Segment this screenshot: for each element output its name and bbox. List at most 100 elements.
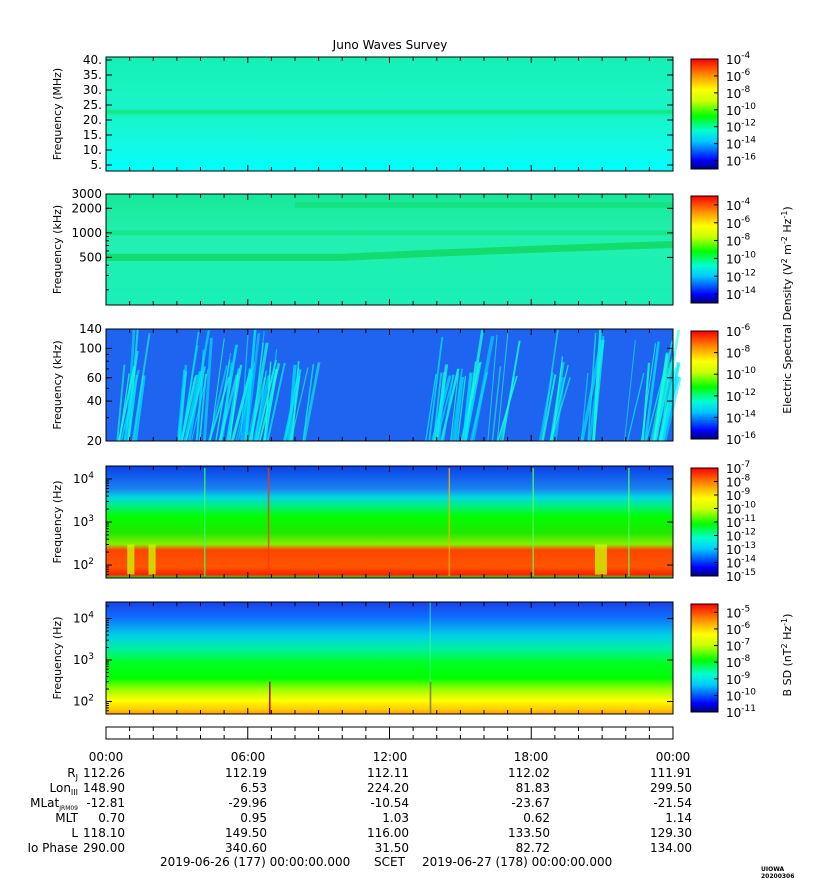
y-tick-label: 10. [83,143,102,157]
emission-burst [133,375,146,441]
colorbar-label-electric: Electric Spectral Density (V2 m-2 Hz-1) [780,206,795,413]
y-tick-label: 104 [73,471,94,486]
ephemeris-value: 112.02 [508,766,550,780]
emission-burst [624,340,636,441]
ephemeris-label-3: MLT [55,811,78,825]
ephemeris-value: 112.19 [225,766,267,780]
y-tick-label: 5. [91,158,102,172]
emission-burst [198,374,207,441]
colorbar-tick-label: 10-8 [726,233,751,249]
colorbar-tick-label: 10-10 [726,102,756,118]
ephemeris-value: -23.67 [511,796,550,810]
colorbar [690,467,719,577]
y-tick-label: 140 [79,322,102,336]
emission-burst [209,338,225,441]
y-tick-label: 104 [73,611,94,626]
emission-burst [432,372,443,441]
emission-burst [218,374,239,441]
scet-end: 2019-06-27 (178) 00:00:00.000 [422,855,613,869]
y-tick-label: 30. [83,83,102,97]
emission-burst [450,373,459,441]
ephemeris-value: 82.72 [515,841,550,855]
ephemeris-value: 0.70 [98,811,125,825]
ephemeris-value: 118.10 [83,826,125,840]
emission-burst [258,362,280,441]
impulse-line [267,468,270,576]
ephemeris-value: 6.53 [240,781,267,795]
figure-title: Juno Waves Survey [332,38,448,52]
y-tick-label: 15. [83,128,102,142]
ephemeris-value: 112.26 [83,766,125,780]
ephemeris-value: 0.62 [523,811,550,825]
y-tick-label: 35. [83,68,102,82]
emission-burst [501,340,521,441]
colorbar-tick-label: 10-16 [726,431,756,447]
emission-burst [440,368,460,441]
emission-burst [442,374,454,441]
x-tick-label: 06:00 [230,750,266,764]
ephemeris-value: 112.11 [367,766,409,780]
colorbar-tick-label: 10-14 [726,136,756,152]
band-gap [595,544,607,575]
emission-burst [626,373,645,441]
time-strip-ticks [105,727,674,739]
emission-burst [131,333,151,441]
emission-burst [538,372,554,441]
emission-burst [244,329,257,441]
colorbar-tick-label: 10-10 [726,366,756,382]
emission-burst [453,376,465,441]
y-tick-label: 20 [87,434,102,448]
colorbar [690,195,719,304]
ephemeris-value: 340.60 [225,841,267,855]
emission-burst [264,361,272,441]
y-tick-label: 60 [87,371,102,385]
colorbar-tick-label: 10-12 [726,388,756,404]
y-tick-label: 500 [79,250,102,264]
colorbar-tick-label: 10-6 [726,215,751,231]
colorbar-tick-label: 10-4 [726,197,751,213]
emission-burst [185,366,207,441]
emission-burst [644,341,660,441]
colorbar-tick-label: 10-6 [726,621,751,637]
emission-burst [464,361,482,441]
ephemeris-value: 148.90 [83,781,125,795]
ephemeris-value: 1.14 [665,811,692,825]
emission-burst [487,334,498,441]
spectrogram-image [106,602,673,714]
ephemeris-value: 290.00 [83,841,125,855]
y-tick-label: 103 [73,514,94,529]
emission-burst [119,369,140,441]
emission-burst [290,367,309,441]
emission-burst [248,377,267,441]
ephemeris-value: 133.50 [508,826,550,840]
emission-burst [289,375,301,441]
y-tick-label: 102 [73,694,94,709]
ephemeris-label-1: LonIII [49,781,79,797]
y-tick-label: 20. [83,113,102,127]
colorbar [690,330,719,440]
impulse-line [269,681,271,714]
emission-burst [118,373,130,441]
spectrogram-image [106,57,673,171]
scet-label: SCET [374,855,405,869]
emission-burst [653,340,674,441]
y-tick-label: 102 [73,557,94,572]
ephemeris-value: 1.03 [382,811,409,825]
emission-burst [655,373,668,441]
impulse-line [429,602,431,714]
impulse-line [532,468,534,576]
ephemeris-value: -12.81 [86,796,125,810]
colorbar [690,58,719,170]
emission-burst [471,336,495,441]
ephemeris-value: 224.20 [367,781,409,795]
ephemeris-value: 149.50 [225,826,267,840]
ephemeris-label-4: L [71,826,78,840]
y-tick-label: 40 [87,394,102,408]
emission-burst [580,340,604,441]
emission-burst [195,365,205,441]
emission-burst [302,362,321,441]
colorbar-tick-label: 10-16 [726,153,756,169]
